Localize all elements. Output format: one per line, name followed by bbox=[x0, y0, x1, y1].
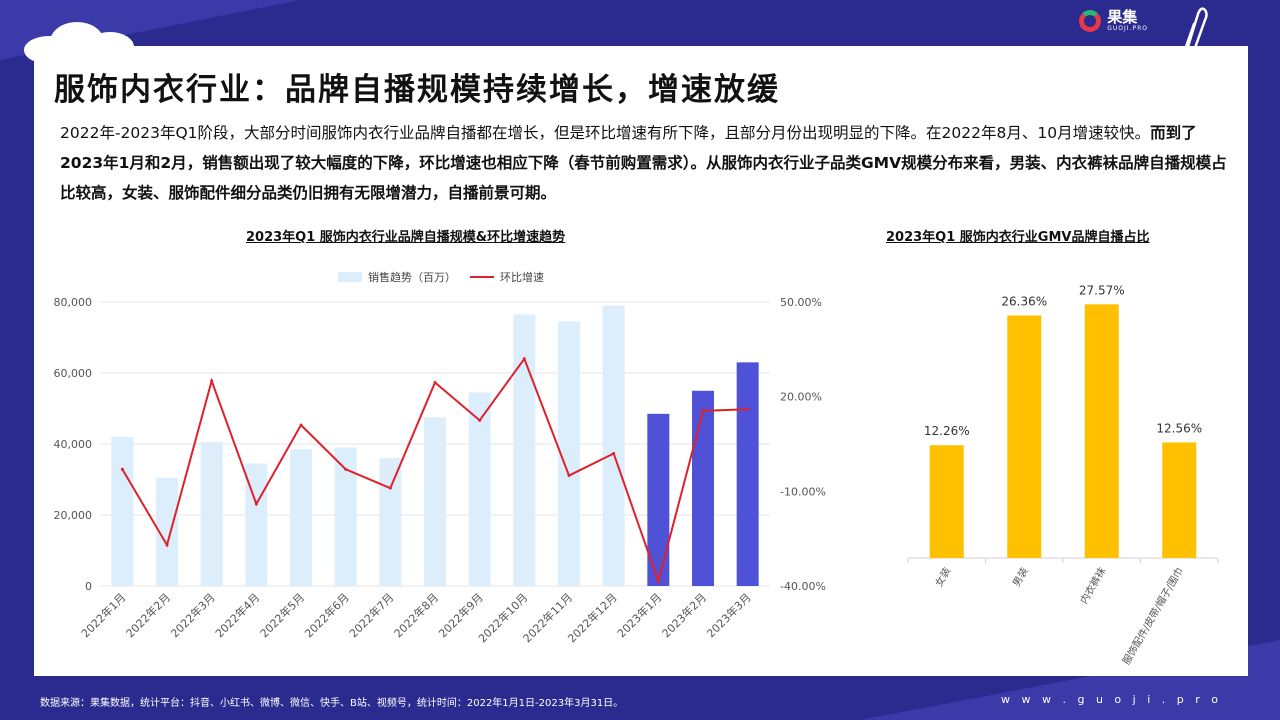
line-point bbox=[388, 486, 392, 490]
bar bbox=[1007, 315, 1042, 558]
footer-url[interactable]: w w w . g u o j i . p r o bbox=[1001, 693, 1222, 706]
bar bbox=[647, 413, 670, 586]
bar bbox=[200, 442, 223, 586]
brand-sub: GUOJI.PRO bbox=[1107, 25, 1148, 32]
line-point bbox=[567, 474, 571, 478]
bar bbox=[424, 417, 446, 586]
x-tick-label: 2023年1月 bbox=[614, 590, 664, 640]
bar bbox=[111, 436, 134, 586]
y-right-tick-label: 20.00% bbox=[780, 391, 822, 404]
footer-source: 数据来源：果集数据，统计平台：抖音、小红书、微博、微信、快手、B站、视频号，统计… bbox=[40, 698, 624, 709]
page-title: 服饰内衣行业：品牌自播规模持续增长，增速放缓 bbox=[54, 72, 780, 108]
y-left-tick-label: 80,000 bbox=[54, 296, 93, 309]
bar bbox=[929, 445, 964, 558]
legend-line-label: 环比增速 bbox=[500, 270, 544, 284]
line-point bbox=[612, 451, 616, 455]
description: 2022年-2023年Q1阶段，大部分时间服饰内衣行业品牌自播都在增长，但是环比… bbox=[60, 118, 1230, 208]
y-left-tick-label: 60,000 bbox=[54, 367, 93, 380]
line-point bbox=[522, 357, 526, 361]
bar bbox=[379, 458, 402, 586]
line-point bbox=[120, 467, 124, 471]
y-right-tick-label: 50.00% bbox=[780, 296, 822, 309]
x-tick-label: 2022年8月 bbox=[391, 590, 441, 640]
data-label: 12.26% bbox=[924, 424, 970, 438]
x-tick-label: 2022年4月 bbox=[212, 590, 262, 640]
x-tick-label: 2022年7月 bbox=[346, 590, 396, 640]
x-tick-label: 2022年6月 bbox=[302, 590, 352, 640]
data-label: 26.36% bbox=[1001, 294, 1047, 308]
share-chart-title: 2023年Q1 服饰内衣行业GMV品牌自播占比 bbox=[886, 230, 1150, 245]
line-point bbox=[746, 407, 750, 411]
brand-logo-icon bbox=[1079, 10, 1102, 32]
bar bbox=[290, 449, 312, 586]
data-label: 27.57% bbox=[1079, 283, 1125, 297]
bar bbox=[468, 392, 491, 586]
y-left-tick-label: 0 bbox=[85, 580, 92, 593]
description-part1: 2022年-2023年Q1阶段，大部分时间服饰内衣行业品牌自播都在增长，但是环比… bbox=[60, 124, 1151, 142]
x-tick-label: 2022年3月 bbox=[168, 590, 218, 640]
line-point bbox=[478, 418, 482, 422]
trend-chart-title: 2023年Q1 服饰内衣行业品牌自播规模&环比增速趋势 bbox=[246, 230, 566, 245]
bar bbox=[1084, 304, 1119, 558]
trend-legend: 销售趋势（百万） 环比增速 bbox=[338, 270, 544, 284]
legend-bar-label: 销售趋势（百万） bbox=[368, 270, 456, 284]
x-tick-label: 女装 bbox=[932, 565, 953, 589]
bar bbox=[334, 447, 357, 586]
line-point bbox=[210, 379, 214, 383]
bar bbox=[602, 305, 625, 586]
y-right-tick-label: -10.00% bbox=[780, 485, 826, 498]
x-tick-label: 2022年2月 bbox=[123, 590, 173, 640]
content-card: 服饰内衣行业：品牌自播规模持续增长，增速放缓 2022年-2023年Q1阶段，大… bbox=[34, 46, 1248, 676]
line-point bbox=[344, 467, 348, 471]
x-tick-label: 2022年1月 bbox=[78, 590, 128, 640]
y-right-tick-label: -40.00% bbox=[780, 580, 826, 593]
bar bbox=[156, 477, 178, 586]
trend-chart: 销售趋势（百万） 环比增速 0 20,000 40,000 60,000 80,000 -40… bbox=[54, 270, 826, 645]
brand-name: 果集 bbox=[1107, 8, 1138, 26]
line-point bbox=[656, 579, 660, 583]
bar bbox=[692, 390, 714, 586]
line-point bbox=[433, 380, 437, 384]
x-tick-label: 服饰配件/皮带/帽子/围巾 bbox=[1120, 565, 1186, 667]
bar bbox=[558, 321, 580, 586]
line-point bbox=[254, 502, 258, 506]
y-left-tick-label: 20,000 bbox=[54, 509, 93, 522]
x-tick-label: 2023年2月 bbox=[659, 590, 709, 640]
x-tick-label: 2022年5月 bbox=[257, 590, 307, 640]
bar bbox=[736, 362, 759, 586]
x-tick-label: 内衣裤袜 bbox=[1077, 565, 1108, 606]
bar bbox=[1162, 442, 1197, 558]
legend-bar-swatch bbox=[338, 272, 362, 282]
line-point bbox=[165, 543, 169, 547]
data-label: 12.56% bbox=[1156, 421, 1202, 435]
x-tick-label: 男装 bbox=[1010, 565, 1031, 589]
y-left-tick-label: 40,000 bbox=[54, 438, 93, 451]
bar bbox=[513, 314, 536, 586]
line-point bbox=[299, 423, 303, 427]
brand-logo: 果集 GUOJI.PRO bbox=[1079, 10, 1148, 32]
share-chart: 12.26% 26.36% 27.57% 12.56% 女装 男装 内衣裤袜 服饰配件/皮带/… bbox=[907, 283, 1219, 667]
line-point bbox=[701, 409, 705, 413]
x-tick-label: 2023年3月 bbox=[704, 590, 754, 640]
description-part2: 而到了2023年1月和2月，销售额出现了较大幅度的下降，环比增速也相应下降（春节… bbox=[60, 124, 1227, 202]
